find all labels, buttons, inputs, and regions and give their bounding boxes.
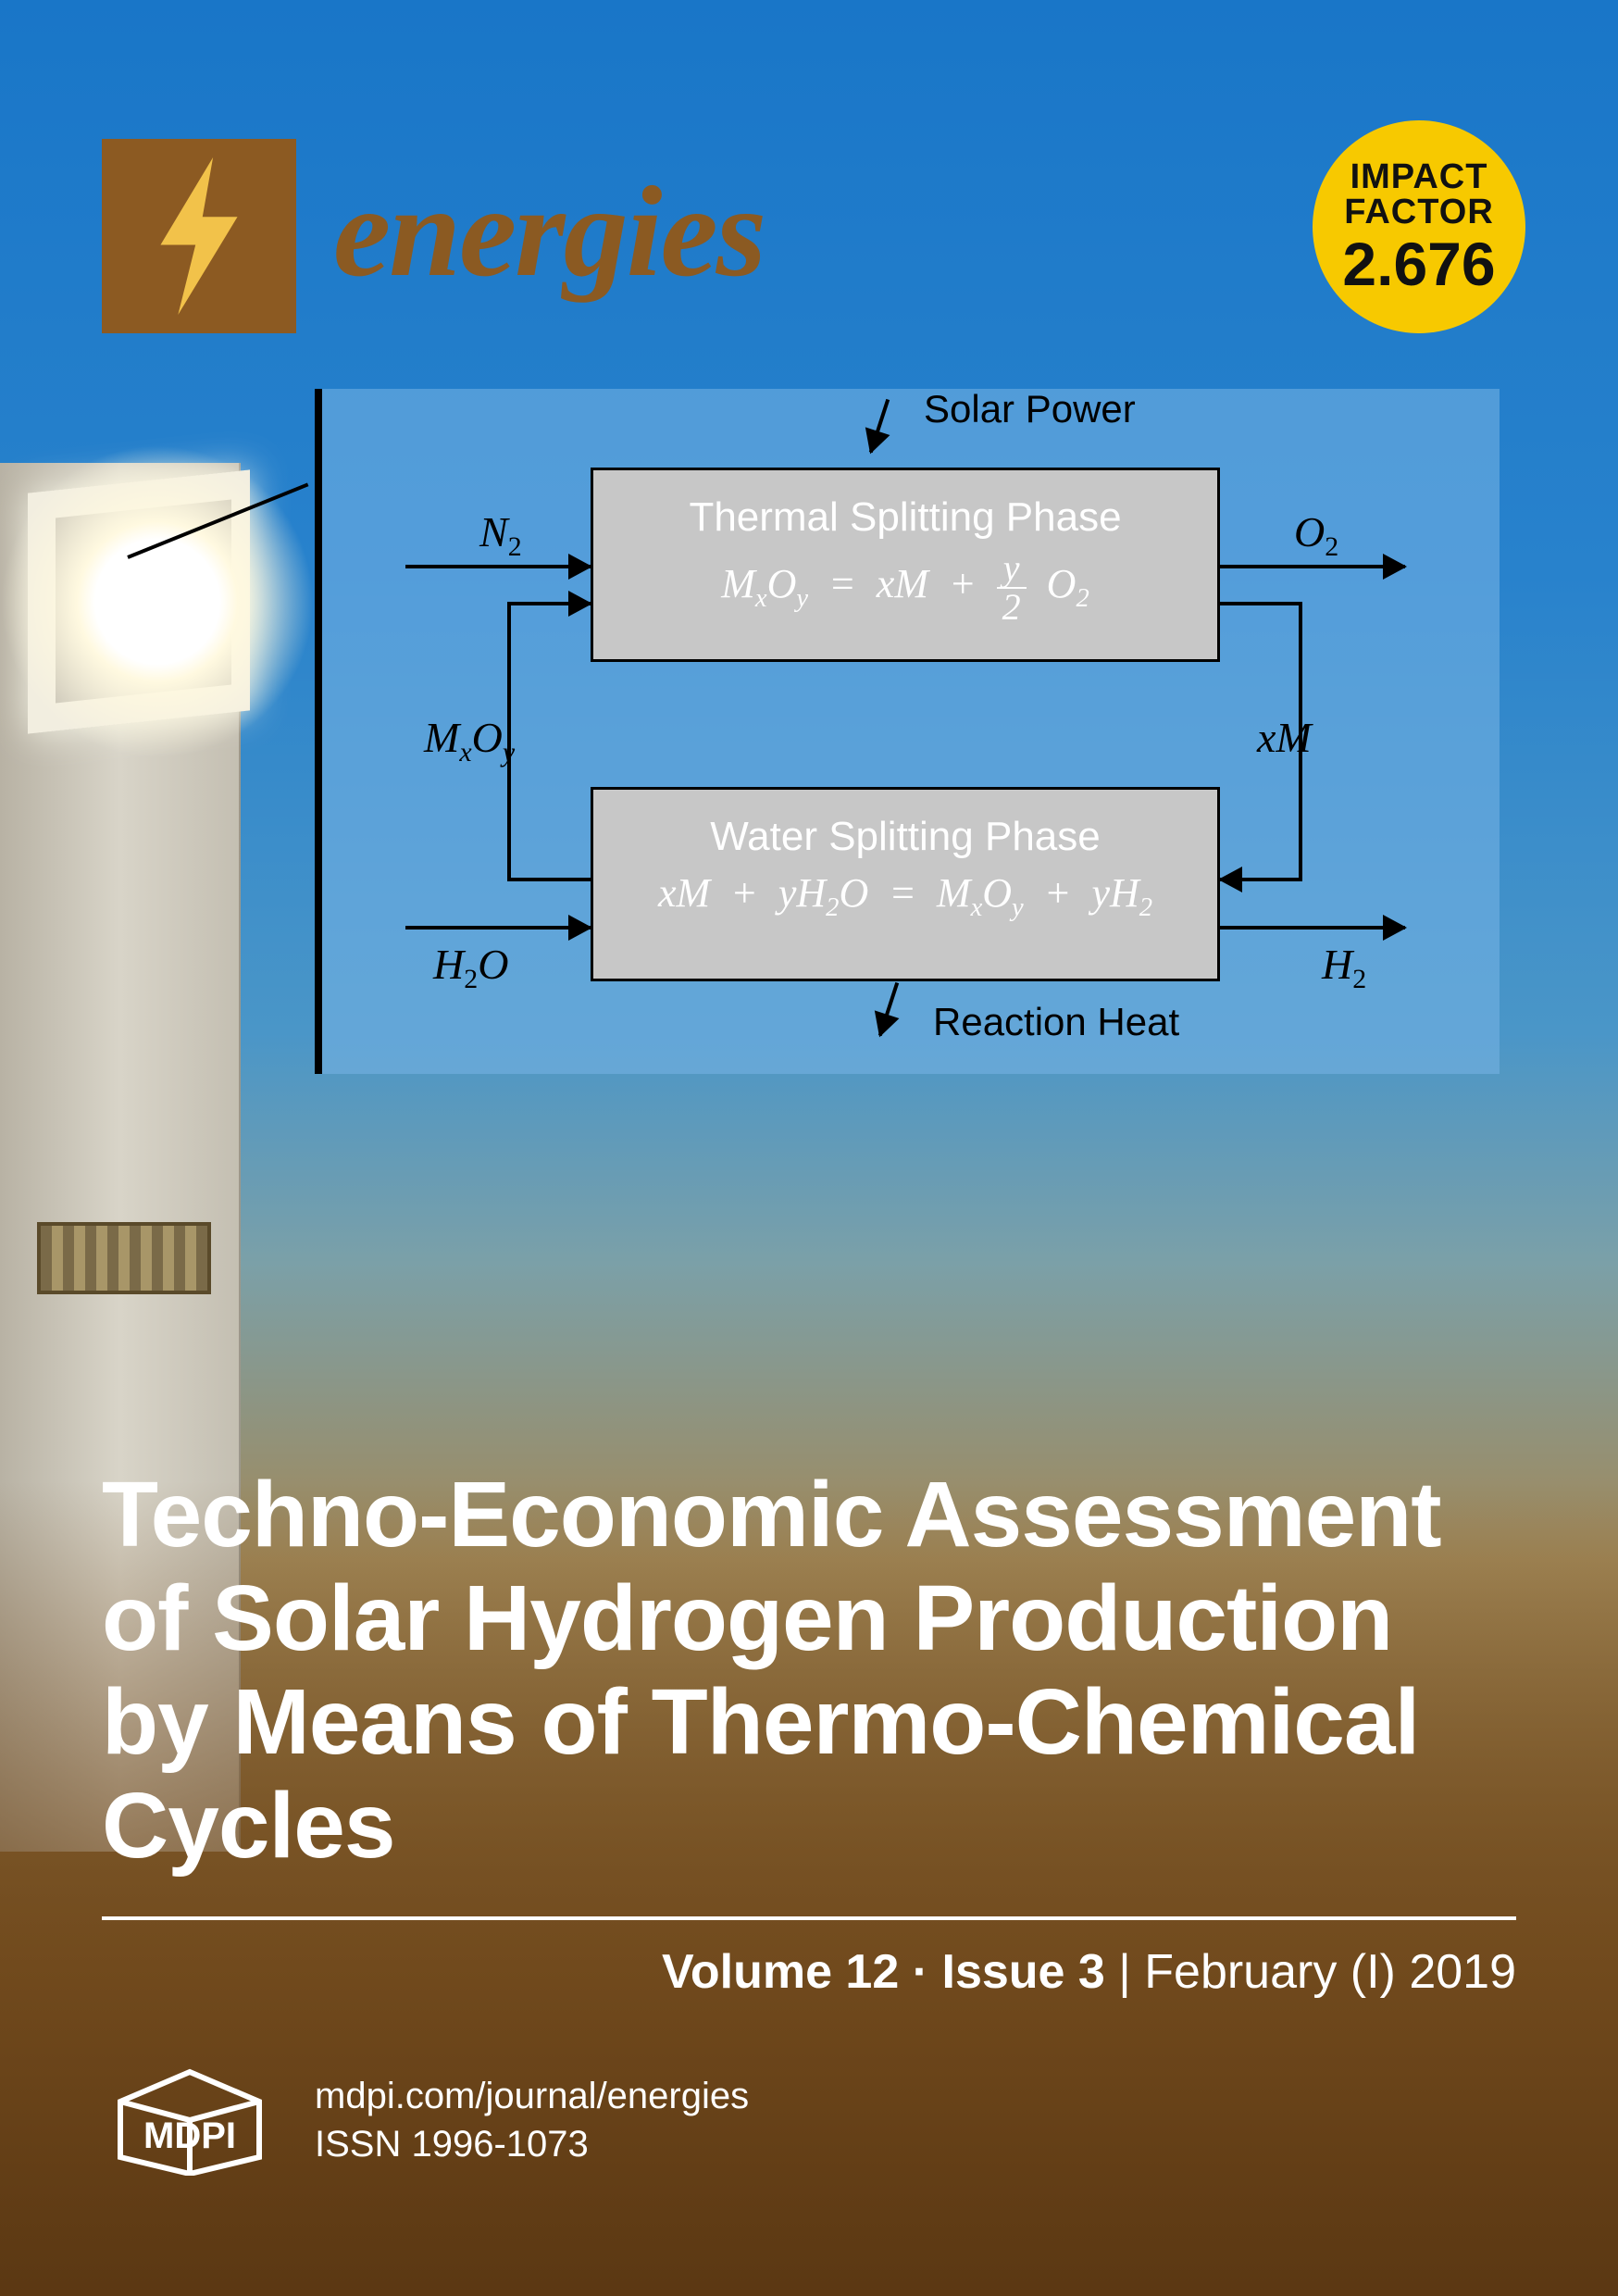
mdpi-logo-icon: MDPI [102, 2065, 278, 2176]
journal-logo-box [102, 139, 296, 333]
arrow-h2o-in [405, 926, 591, 930]
arrow-solar-in [869, 399, 890, 453]
issue-volume: Volume 12 [662, 1945, 899, 1999]
issue-divider: | [1118, 1945, 1144, 1999]
issue-sep: · [899, 1945, 941, 1999]
box1-title: Thermal Splitting Phase [593, 494, 1217, 541]
box2-equation: xM + yH2O = MxOy + yH2 [593, 869, 1217, 923]
process-diagram: Solar Power Thermal Splitting Phase MxOy… [315, 389, 1500, 1074]
label-o2: O2 [1294, 507, 1338, 563]
loop-right-top [1220, 602, 1302, 605]
impact-label-1: IMPACT [1350, 159, 1488, 194]
box-thermal-splitting: Thermal Splitting Phase MxOy = xM + y2 O… [591, 468, 1220, 662]
journal-name: energies [333, 157, 765, 306]
impact-badge: IMPACT FACTOR 2.676 [1313, 120, 1525, 333]
arrow-h2-out [1220, 926, 1405, 930]
issue-number: Issue 3 [942, 1945, 1105, 1999]
label-solar-power: Solar Power [924, 387, 1136, 431]
loop-left-bot [507, 878, 591, 881]
label-mxoy: MxOy [424, 713, 515, 768]
journal-url: mdpi.com/journal/energies [315, 2072, 749, 2120]
label-n2: N2 [479, 507, 522, 563]
publisher-block: MDPI mdpi.com/journal/energies ISSN 1996… [102, 2065, 749, 2176]
journal-issn: ISSN 1996-1073 [315, 2120, 749, 2168]
loop-left-into-box1 [507, 602, 591, 605]
label-h2o: H2O [433, 940, 508, 995]
label-xm: xM [1257, 713, 1312, 762]
label-h2: H2 [1322, 940, 1366, 995]
receiver-frame [28, 469, 250, 733]
arrow-heat-out [878, 982, 899, 1036]
mdpi-logo-text: MDPI [143, 2115, 236, 2156]
box2-title: Water Splitting Phase [593, 814, 1217, 860]
title-rule [102, 1916, 1516, 1920]
issue-date: February (I) 2019 [1144, 1945, 1516, 1999]
box-water-splitting: Water Splitting Phase xM + yH2O = MxOy +… [591, 787, 1220, 981]
impact-label-2: FACTOR [1344, 194, 1494, 230]
arrow-o2-out [1220, 565, 1405, 568]
label-reaction-heat: Reaction Heat [933, 1000, 1179, 1044]
box1-equation: MxOy = xM + y2 O2 [593, 550, 1217, 626]
article-title: Techno-Economic Assessment of Solar Hydr… [102, 1463, 1516, 1878]
issue-line: Volume 12 · Issue 3 | February (I) 2019 [662, 1944, 1516, 2000]
loop-right-into-box2 [1220, 878, 1302, 881]
bolt-icon [143, 157, 255, 315]
arrow-n2-in [405, 565, 591, 568]
impact-value: 2.676 [1342, 233, 1495, 294]
